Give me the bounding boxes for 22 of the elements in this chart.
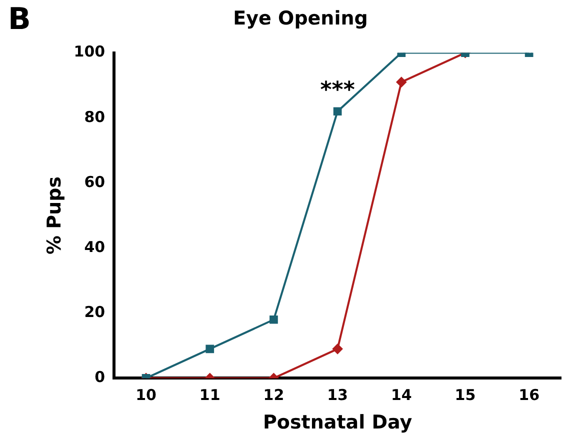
chart-title: Eye Opening	[233, 7, 368, 30]
y-axis-title: % Pups	[43, 176, 66, 255]
y-tick-label: 40	[84, 238, 106, 256]
text: B	[8, 2, 31, 37]
y-tick-label: 20	[84, 303, 106, 322]
point	[332, 344, 343, 354]
x-axis-title: Postnatal Day	[262, 412, 413, 434]
x-tick-label: 13	[327, 386, 348, 404]
point	[270, 315, 278, 324]
point	[333, 107, 342, 116]
y-tick-label: 0	[94, 368, 106, 386]
x-tick-label: 14	[390, 386, 412, 404]
annotation: ***	[320, 78, 356, 104]
x-tick-label: 12	[263, 386, 284, 404]
point	[396, 77, 406, 88]
x-tick-label: 15	[454, 386, 476, 404]
y-tick-label: 60	[84, 172, 106, 191]
y-tick-label: 100	[74, 42, 106, 61]
x-tick-label: 10	[136, 386, 156, 404]
x-tick-label: 11	[199, 386, 220, 404]
x-tick-label: 16	[518, 386, 540, 404]
y-tick-label: 80	[84, 108, 106, 126]
